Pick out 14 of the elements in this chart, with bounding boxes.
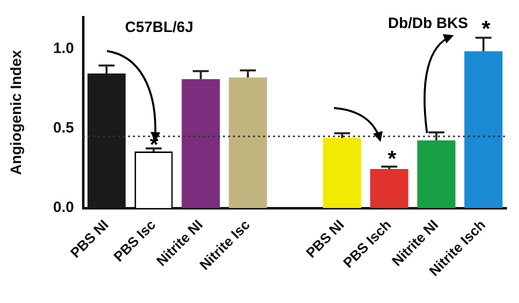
annotation: Db/Db BKS [388,15,468,32]
annotation: * [482,16,491,42]
y-axis-title: Angiogenic Index [8,49,26,176]
y-tick-label: 0.5 [53,120,74,137]
bar [182,79,220,208]
bar [464,51,503,208]
bar [370,169,408,208]
bar [323,138,362,208]
annotation: C57BL/6J [125,19,194,36]
y-tick-label: 1.0 [53,40,74,57]
bar [228,77,267,208]
bar [417,140,456,208]
annotation: * [388,146,397,172]
y-tick-label: 0.0 [53,199,74,216]
